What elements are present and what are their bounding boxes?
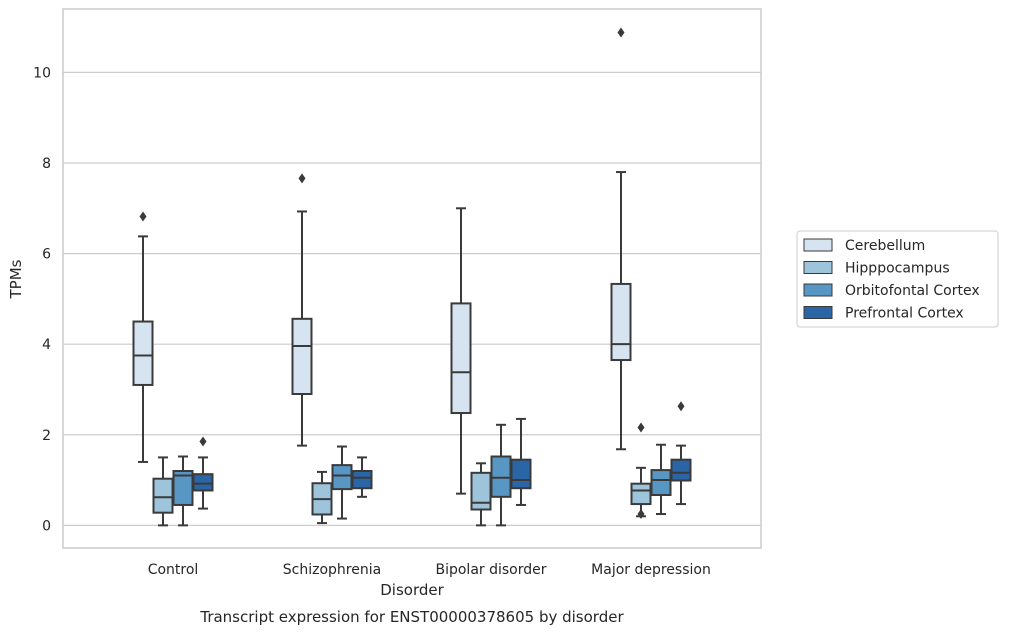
box-iqr [630, 482, 652, 506]
box-iqr [470, 471, 492, 511]
plot-area-frame [62, 8, 762, 549]
chart-caption: Transcript expression for ENST0000037860… [199, 608, 624, 626]
legend: Cerebellum Hipppocampus Orbitofontal Corte… [796, 230, 999, 328]
box-prefrontal-cortex-2 [510, 417, 532, 506]
box-cerebellum-1 [291, 173, 313, 447]
y-axis-ticks: 0 2 4 6 8 10 [33, 65, 51, 534]
box-iqr [132, 320, 154, 386]
legend-swatch [803, 261, 833, 274]
legend-label: Hipppocampus [845, 261, 950, 277]
box-prefrontal-cortex-3 [670, 401, 692, 506]
box-iqr [331, 464, 353, 491]
gridlines [63, 71, 761, 526]
y-tick-label: 2 [42, 428, 51, 444]
box-iqr [490, 455, 512, 498]
x-tick-label: Bipolar disorder [435, 562, 546, 578]
box-iqr [291, 317, 313, 395]
x-axis-ticks: Control Schizophrenia Bipolar disorder Majo… [148, 562, 711, 578]
box-prefrontal-cortex-1 [351, 456, 373, 498]
box-iqr [351, 470, 373, 490]
boxes [132, 27, 692, 527]
outlier-point [298, 173, 306, 184]
outlier-point [637, 422, 645, 433]
box-iqr [510, 458, 532, 490]
box-hipppocampus-1 [311, 470, 333, 525]
y-axis-label: TPMs [7, 259, 25, 299]
box-hipppocampus-2 [470, 462, 492, 527]
box-cerebellum-2 [450, 207, 472, 495]
box-iqr [192, 473, 214, 492]
x-tick-label: Control [148, 562, 199, 578]
box-iqr [450, 302, 472, 415]
y-tick-label: 8 [42, 156, 51, 172]
outlier-point [637, 509, 645, 520]
legend-frame [796, 230, 999, 328]
box-hipppocampus-0 [152, 456, 174, 527]
box-orbitofontal-cortex-0 [172, 455, 194, 527]
legend-swatch [803, 238, 833, 252]
y-tick-label: 0 [42, 518, 51, 534]
box-prefrontal-cortex-0 [192, 436, 214, 510]
box-iqr [152, 477, 174, 514]
outlier-point [617, 27, 625, 38]
box-orbitofontal-cortex-3 [650, 443, 672, 516]
legend-label: Cerebellum [845, 238, 925, 254]
x-tick-label: Major depression [591, 562, 711, 578]
outlier-point [139, 211, 147, 222]
legend-label: Prefrontal Cortex [845, 306, 964, 322]
outlier-point [199, 436, 207, 447]
box-hipppocampus-3 [630, 422, 652, 520]
box-orbitofontal-cortex-2 [490, 423, 512, 527]
y-tick-label: 4 [42, 337, 51, 353]
legend-swatch [803, 306, 833, 319]
y-tick-label: 10 [33, 65, 51, 81]
x-tick-label: Schizophrenia [283, 562, 381, 578]
legend-label: Orbitofontal Cortex [845, 283, 980, 299]
box-iqr [650, 469, 672, 497]
x-axis-label: Disorder [380, 581, 444, 599]
box-cerebellum-0 [132, 211, 154, 463]
box-orbitofontal-cortex-1 [331, 445, 353, 520]
y-tick-label: 6 [42, 247, 51, 263]
box-cerebellum-3 [610, 27, 632, 451]
box-iqr [610, 282, 632, 362]
legend-items: Cerebellum Hipppocampus Orbitofontal Corte… [803, 238, 980, 322]
legend-swatch [803, 283, 833, 297]
box-iqr [670, 458, 692, 482]
outlier-point [677, 401, 685, 412]
